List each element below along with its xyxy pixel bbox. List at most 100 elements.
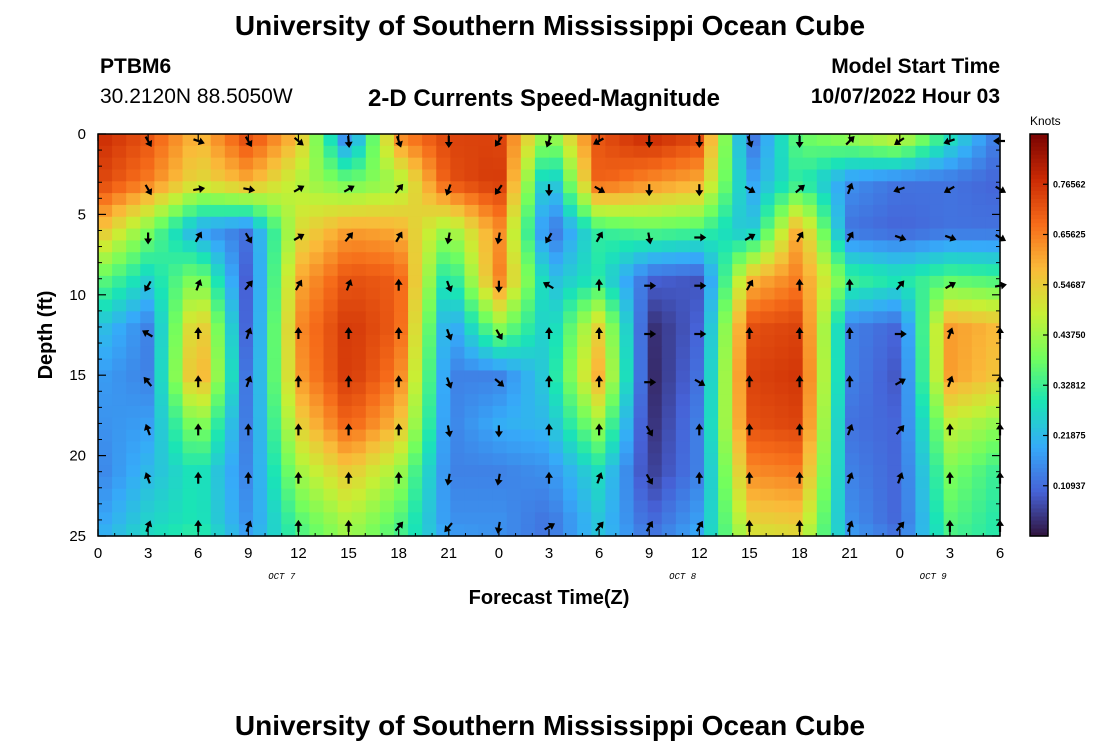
- heatmap-cell: [830, 134, 846, 147]
- heatmap-cell: [224, 204, 240, 218]
- heatmap-cell: [816, 323, 832, 336]
- current-arrow: [344, 375, 353, 388]
- heatmap-cell: [379, 429, 395, 443]
- colorbar-label: 0.21875: [1053, 431, 1086, 441]
- current-arrow: [545, 327, 553, 339]
- heatmap-cell: [140, 476, 155, 490]
- heatmap-cell: [689, 157, 705, 171]
- current-arrow: [944, 234, 957, 242]
- heatmap-cell: [689, 287, 705, 301]
- heatmap-cell: [985, 346, 1001, 360]
- colorbar-segment: [1030, 383, 1048, 388]
- current-arrow: [144, 232, 153, 245]
- heatmap-cell: [210, 275, 226, 289]
- heatmap-cell: [647, 417, 663, 431]
- heatmap-cell: [281, 311, 296, 324]
- heatmap-cell: [915, 405, 931, 419]
- heatmap-cell: [675, 524, 691, 537]
- heatmap-cell: [563, 405, 578, 419]
- colorbar-segment: [1030, 395, 1048, 400]
- heatmap-cell: [929, 157, 945, 171]
- heatmap-cell: [675, 204, 691, 218]
- heatmap-cell: [154, 287, 170, 301]
- heatmap-cell: [253, 405, 268, 419]
- heatmap-cell: [323, 358, 339, 372]
- heatmap-cell: [605, 500, 621, 513]
- heatmap-cell: [238, 346, 254, 360]
- heatmap-cell: [746, 299, 761, 312]
- heatmap-cell: [351, 264, 367, 277]
- heatmap-cell: [675, 370, 691, 383]
- heatmap-cell: [464, 299, 480, 312]
- heatmap-cell: [915, 264, 931, 277]
- heatmap-cell: [985, 204, 1001, 218]
- heatmap-cell: [943, 405, 959, 419]
- heatmap-cell: [478, 335, 494, 348]
- heatmap-cell: [450, 240, 466, 253]
- date-label: OCT 7: [268, 572, 296, 582]
- heatmap-cell: [816, 476, 832, 490]
- heatmap-cell: [985, 323, 1001, 336]
- heatmap-cell: [196, 204, 212, 218]
- heatmap-cell: [182, 299, 198, 312]
- heatmap-cell: [210, 512, 226, 525]
- heatmap-cell: [957, 476, 973, 490]
- heatmap-cell: [436, 228, 451, 242]
- heatmap-cell: [929, 476, 945, 490]
- heatmap-cell: [957, 524, 973, 537]
- heatmap-cell: [549, 264, 564, 277]
- heatmap-cell: [224, 500, 240, 513]
- heatmap-cell: [506, 429, 522, 443]
- heatmap-cell: [422, 323, 437, 336]
- heatmap-cell: [718, 311, 733, 324]
- heatmap-cell: [253, 382, 268, 395]
- heatmap-cell: [549, 169, 564, 182]
- heatmap-cell: [351, 335, 367, 348]
- heatmap-cell: [520, 157, 536, 171]
- colorbar-segment: [1030, 306, 1048, 312]
- heatmap-cell: [929, 204, 945, 218]
- heatmap-cell: [901, 335, 917, 348]
- heatmap-cell: [746, 287, 761, 301]
- current-arrow: [394, 471, 403, 484]
- heatmap-cell: [323, 145, 339, 159]
- heatmap-cell: [591, 204, 606, 218]
- heatmap-cell: [520, 264, 536, 277]
- heatmap-cell: [210, 429, 226, 443]
- heatmap-cell: [126, 346, 141, 360]
- heatmap-cell: [168, 488, 184, 502]
- heatmap-cell: [844, 169, 860, 182]
- heatmap-cell: [788, 264, 804, 277]
- heatmap-cell: [563, 465, 578, 478]
- heatmap-cell: [689, 216, 705, 230]
- heatmap-cell: [746, 157, 761, 171]
- heatmap-cell: [520, 216, 536, 230]
- heatmap-cell: [971, 500, 987, 513]
- heatmap-cell: [224, 299, 240, 312]
- heatmap-cell: [689, 264, 705, 277]
- heatmap-cell: [591, 287, 606, 301]
- heatmap-cell: [661, 382, 677, 395]
- heatmap-cell: [788, 346, 804, 360]
- heatmap-cell: [661, 524, 677, 537]
- heatmap-cell: [393, 512, 409, 525]
- heatmap-cell: [534, 252, 550, 265]
- heatmap-cell: [774, 240, 790, 253]
- heatmap-cell: [492, 394, 508, 407]
- heatmap-cell: [816, 465, 832, 478]
- heatmap-cell: [957, 145, 973, 159]
- heatmap-cell: [816, 228, 832, 242]
- heatmap-cell: [365, 405, 381, 419]
- heatmap-cell: [379, 476, 395, 490]
- heatmap-cell: [971, 287, 987, 301]
- heatmap-cell: [929, 311, 945, 324]
- colorbar-segment: [1030, 335, 1048, 340]
- heatmap-cell: [774, 145, 790, 159]
- heatmap-cell: [591, 500, 606, 513]
- heatmap-cell: [379, 157, 395, 171]
- heatmap-cell: [379, 181, 395, 194]
- heatmap-cell: [718, 441, 733, 454]
- heatmap-cell: [704, 157, 719, 171]
- heatmap-cell: [816, 335, 832, 348]
- heatmap-cell: [760, 252, 776, 265]
